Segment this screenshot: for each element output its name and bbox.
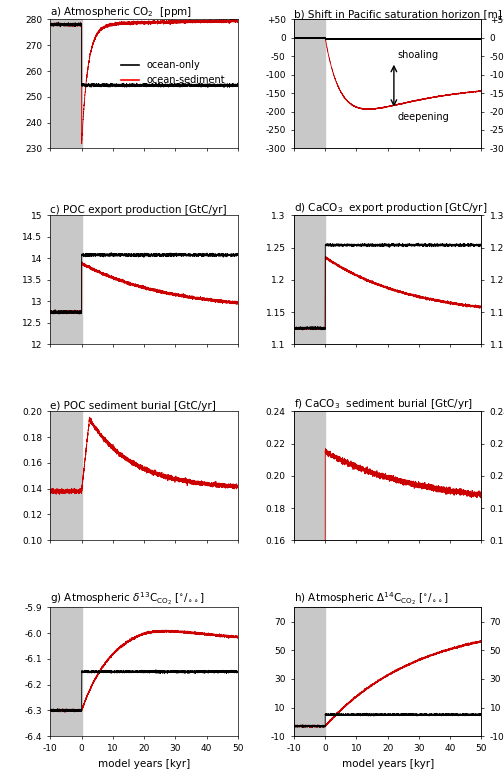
Bar — [294, 216, 325, 344]
Bar — [294, 411, 325, 540]
Text: b) Shift in Pacific saturation horizon [m]: b) Shift in Pacific saturation horizon [… — [294, 9, 502, 19]
X-axis label: model years [kyr]: model years [kyr] — [342, 759, 434, 769]
Text: c) POC export production [GtC/yr]: c) POC export production [GtC/yr] — [50, 205, 227, 215]
Bar — [294, 19, 325, 148]
Bar — [50, 19, 82, 148]
Bar — [50, 216, 82, 344]
Text: e) POC sediment burial [GtC/yr]: e) POC sediment burial [GtC/yr] — [50, 400, 216, 411]
Text: shoaling: shoaling — [397, 50, 438, 60]
Text: h) Atmospheric $\Delta^{14}$C$_{\mathrm{CO_2}}$ [$^{\circ}/_{\circ\circ}$]: h) Atmospheric $\Delta^{14}$C$_{\mathrm{… — [294, 590, 449, 608]
Bar — [50, 608, 82, 736]
Bar — [50, 411, 82, 540]
Text: f) CaCO$_3$  sediment burial [GtC/yr]: f) CaCO$_3$ sediment burial [GtC/yr] — [294, 397, 473, 411]
Legend: ocean-only, ocean-sediment: ocean-only, ocean-sediment — [117, 57, 229, 90]
Text: deepening: deepening — [397, 111, 449, 122]
X-axis label: model years [kyr]: model years [kyr] — [98, 759, 190, 769]
Bar — [294, 608, 325, 736]
Text: d) CaCO$_3$  export production [GtC/yr]: d) CaCO$_3$ export production [GtC/yr] — [294, 202, 487, 216]
Text: g) Atmospheric $\delta^{13}$C$_{\mathrm{CO_2}}$ [$^{\circ}/_{\circ\circ}$]: g) Atmospheric $\delta^{13}$C$_{\mathrm{… — [50, 590, 205, 608]
Text: a) Atmospheric CO$_2$  [ppm]: a) Atmospheric CO$_2$ [ppm] — [50, 5, 193, 19]
